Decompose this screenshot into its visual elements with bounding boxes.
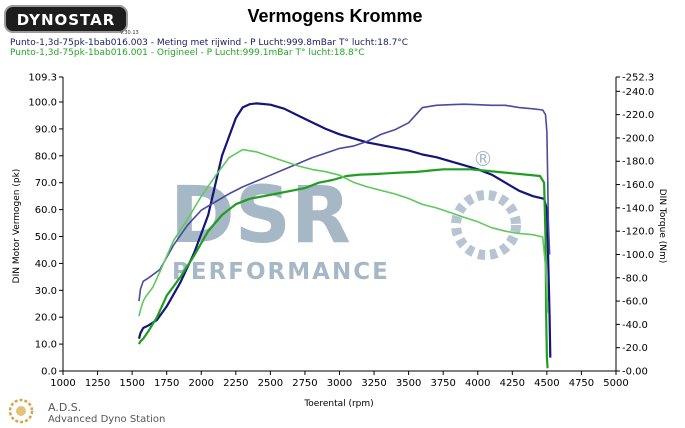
dsr-performance-watermark: DSR ® PERFORMANCE: [170, 147, 521, 285]
x-tick-label: 1250: [85, 378, 110, 389]
watermark-gear-icon: [451, 190, 521, 260]
x-tick-label: 4250: [500, 378, 525, 389]
left-tick-label: 100.0: [28, 98, 57, 109]
left-axis-title: DIN Motor Vermogen (pk): [12, 169, 22, 284]
left-tick-label: 30.0: [35, 286, 57, 297]
right-tick-label: -200.0: [622, 133, 654, 144]
left-tick-label: 50.0: [35, 232, 57, 243]
x-tick-label: 3250: [361, 378, 386, 389]
left-tick-label: 10.0: [35, 340, 57, 351]
right-tick-label: -60.0: [622, 297, 648, 308]
right-tick-label: -100.0: [622, 250, 654, 261]
left-tick-label: 90.0: [35, 124, 57, 135]
x-tick-label: 2250: [223, 378, 248, 389]
left-tick-label: 70.0: [35, 178, 57, 189]
run-legend-2: Punto-1,3d-75pk-1bab016.001 - Origineel …: [10, 48, 365, 58]
x-tick-label: 4000: [465, 378, 490, 389]
left-tick-label: 60.0: [35, 205, 57, 216]
x-tick-label: 3500: [396, 378, 421, 389]
x-tick-label: 3000: [327, 378, 352, 389]
right-tick-label: -160.0: [622, 180, 654, 191]
x-tick-label: 4750: [569, 378, 594, 389]
watermark-sub: PERFORMANCE: [172, 259, 390, 285]
right-tick-label: -180.0: [622, 157, 654, 168]
right-tick-label: -20.0: [622, 343, 648, 354]
x-tick-label: 2750: [292, 378, 317, 389]
left-tick-label: 109.3: [28, 73, 57, 84]
ads-name: A.D.S.: [48, 401, 82, 414]
ads-subtitle: Advanced Dyno Station: [48, 414, 166, 425]
x-axis-title: Toerental (rpm): [303, 399, 373, 409]
series-run1-torque: [138, 103, 551, 302]
right-tick-label: -0.00: [622, 367, 648, 378]
x-tick-label: 2500: [258, 378, 283, 389]
left-tick-label: 20.0: [35, 313, 57, 324]
series-run2-power: [138, 168, 549, 369]
right-tick-label: -240.0: [622, 87, 654, 98]
right-tick-label: -140.0: [622, 203, 654, 214]
x-tick-label: 1500: [119, 378, 144, 389]
x-tick-label: 1000: [50, 378, 75, 389]
logo-version: V.30.13: [120, 30, 139, 36]
right-tick-label: -120.0: [622, 227, 654, 238]
right-tick-label: -80.0: [622, 273, 648, 284]
logo-text: DYNOSTAR: [16, 11, 116, 29]
series-run2-torque: [138, 148, 549, 317]
left-tick-label: 80.0: [35, 151, 57, 162]
x-tick-label: 5000: [603, 378, 628, 389]
series-layer: [137, 102, 552, 369]
left-tick-label: 40.0: [35, 259, 57, 270]
x-tick-label: 2000: [189, 378, 214, 389]
x-tick-label: 4500: [534, 378, 559, 389]
axes: 1000 1250 1500 1750 2000 2250 2500 2750 3000 3250…: [28, 73, 654, 390]
x-tick-label: 1750: [154, 378, 179, 389]
right-tick-label: -40.0: [622, 320, 648, 331]
ads-logo-icon: [8, 398, 34, 424]
series-run1-power: [137, 102, 552, 358]
x-tick-label: 3750: [430, 378, 455, 389]
watermark-registered-mark: ®: [473, 147, 493, 171]
run-legend-1: Punto-1,3d-75pk-1bab016.003 - Meting met…: [10, 38, 409, 48]
left-tick-label: 0.0: [41, 367, 57, 378]
right-tick-label: -252.3: [622, 73, 654, 84]
right-axis-title: DIN Torque (Nm): [657, 189, 667, 264]
dynostar-logo: DYNOSTAR: [4, 5, 128, 33]
chart-title: Vermogens Kromme: [247, 6, 423, 26]
right-tick-label: -220.0: [622, 110, 654, 121]
